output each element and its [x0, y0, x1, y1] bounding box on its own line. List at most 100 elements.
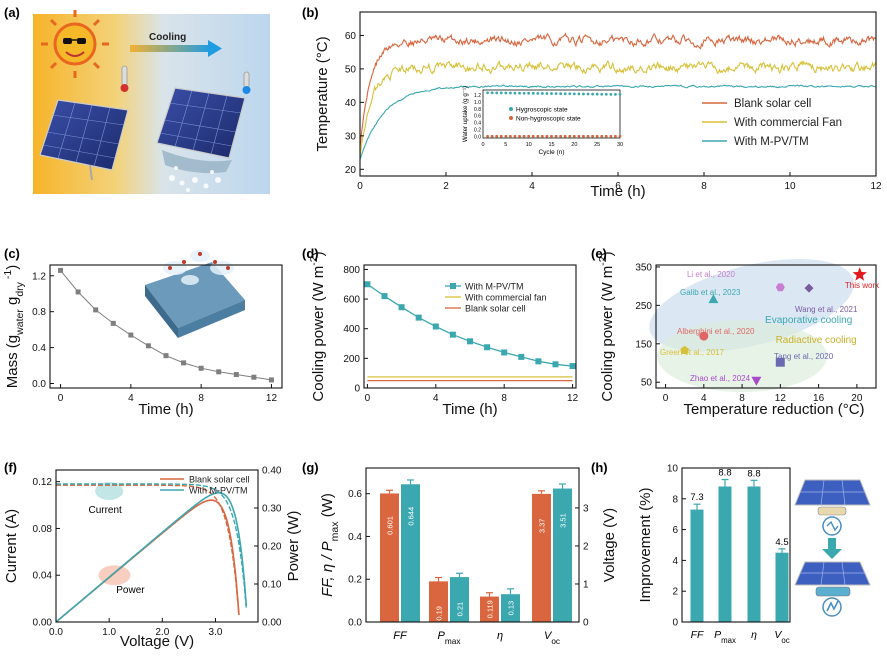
- e-ytick-label: 50: [641, 378, 653, 389]
- h-bar: [718, 486, 732, 622]
- b-inset-point: [531, 91, 535, 95]
- b-inset-point: [554, 92, 558, 96]
- b-inset-ytick-label: 0.0: [474, 134, 481, 140]
- b-inset-point: [577, 134, 581, 138]
- b-inset-point: [609, 134, 613, 138]
- e-point-label: Wang et al., 2021: [795, 305, 858, 314]
- d-xtick-label: 12: [567, 393, 579, 404]
- e-data-point: [751, 376, 762, 386]
- b-inset-point: [522, 134, 526, 138]
- b-inset-point: [490, 91, 494, 95]
- e-point-label: Green et al., 2017: [660, 348, 725, 357]
- c-data-point: [128, 332, 134, 338]
- d-xtick-label: 4: [433, 393, 439, 404]
- b-inset-xtick-label: 10: [526, 142, 532, 148]
- c-data-point: [163, 353, 169, 359]
- b-inset-xtick-label: 25: [594, 142, 600, 148]
- b-inset-point: [536, 91, 540, 95]
- b-inset-point: [595, 134, 599, 138]
- d-data-point: [467, 338, 473, 345]
- b-inset-ytick-label: 0.6: [474, 114, 481, 120]
- c-xtick-label: 4: [128, 393, 134, 404]
- g-bar: [429, 581, 448, 622]
- chart-f: 0.0 1.0 2.0 3.0 0.00 0.04 0.08 0.12 0.00 0.10 0.20…: [3, 466, 302, 651]
- f2-ytick-label: 0.20: [262, 542, 282, 553]
- f-ytick-label: 0.04: [33, 571, 53, 582]
- d-data-point: [398, 304, 405, 311]
- e-data-point: [699, 331, 709, 341]
- c-xtick-label: 12: [266, 393, 278, 404]
- h-ytick-label: 0: [672, 618, 678, 629]
- e-ytick-label: 150: [635, 339, 652, 350]
- h-category-main: P: [714, 629, 721, 641]
- d-legend-label: With commercial fan: [465, 293, 547, 303]
- b-xtick-label: 6: [615, 181, 621, 192]
- b-ytick-label: 60: [345, 31, 357, 42]
- b-xtick-label: 10: [784, 181, 796, 192]
- b-inset-point: [568, 92, 572, 96]
- b-xtick-label: 0: [357, 181, 363, 192]
- f-xtick-label: 3.0: [209, 627, 223, 638]
- e-ytick-label: 350: [635, 262, 652, 273]
- h-ytick-label: 10: [667, 464, 679, 475]
- e-point-label: This work: [845, 281, 880, 290]
- b-inset-xlabel: Cycle (n): [538, 149, 564, 156]
- b-inset-point: [595, 92, 599, 96]
- b-inset-point: [540, 92, 544, 95]
- g-category-main: P: [438, 630, 446, 642]
- d-xtick-label: 8: [501, 393, 507, 404]
- sun-icon: [41, 10, 109, 78]
- b-ytick-label: 30: [345, 131, 357, 142]
- g-bar: [553, 488, 572, 622]
- e-xlabel: Temperature reduction (°C): [683, 401, 864, 418]
- b-inset-point: [504, 91, 508, 95]
- e-region-radiative: [657, 320, 828, 393]
- d-ylabel-part: -2: [308, 256, 320, 265]
- b-inset-point: [563, 134, 567, 138]
- h-bar: [747, 486, 761, 622]
- b-ytick-label: 20: [345, 165, 357, 176]
- b-inset-point: [554, 134, 558, 138]
- b-inset-point: [614, 92, 617, 96]
- d-data-point: [449, 331, 456, 338]
- e-ylabel: Cooling power (W m-2): [597, 251, 616, 401]
- f-current-marker-blob: [95, 482, 124, 501]
- f-xtick-label: 0.0: [49, 627, 63, 638]
- d-data-point: [518, 353, 525, 360]
- b-inset-point: [591, 134, 594, 138]
- d-frame: [363, 264, 577, 389]
- f2-ytick-label: 0.40: [262, 466, 282, 477]
- c-ylabel-part: ): [4, 265, 21, 270]
- g-bar-value-label: 0.19: [435, 606, 444, 621]
- b-inset-point: [513, 134, 517, 138]
- c-data-point: [58, 267, 64, 273]
- b-inset-point: [604, 134, 608, 138]
- panel-label-h: (h): [591, 460, 608, 475]
- b-inset-point: [586, 134, 590, 138]
- g-category-main: FF: [393, 630, 408, 642]
- e-xtick-label: 12: [775, 393, 787, 404]
- h-category-label: η: [751, 629, 757, 641]
- f-iv-curve: [56, 483, 247, 609]
- g-category-sub: oc: [551, 637, 560, 646]
- d-ytick-label: 400: [343, 324, 360, 335]
- b-ytick-label: 40: [345, 98, 357, 109]
- b-inset-xtick-label: 0: [481, 142, 484, 148]
- b-inset-xtick-label: 15: [548, 142, 554, 148]
- b-inset-frame: [482, 89, 621, 139]
- b-inset-point: [550, 92, 553, 95]
- b-inset-point: [582, 92, 585, 96]
- b-inset-ytick-label: 1.2: [474, 93, 481, 99]
- cool-thermometer-icon: [242, 71, 251, 94]
- f-ylabel: Current (A): [3, 509, 20, 583]
- g-ylabel-part: (W): [319, 493, 336, 521]
- f-legend-label: With M-PV/TM: [189, 486, 248, 496]
- b-inset-ytick-label: 1.0: [474, 100, 481, 106]
- b-inset-point: [550, 134, 553, 138]
- f-xtick-label: 2.0: [155, 627, 169, 638]
- b-inset-legend-marker: [509, 107, 513, 111]
- b-inset-point: [504, 134, 508, 138]
- b-inset-legend-label: Hygroscopic state: [516, 107, 568, 114]
- h-ytick-label: 4: [672, 556, 678, 567]
